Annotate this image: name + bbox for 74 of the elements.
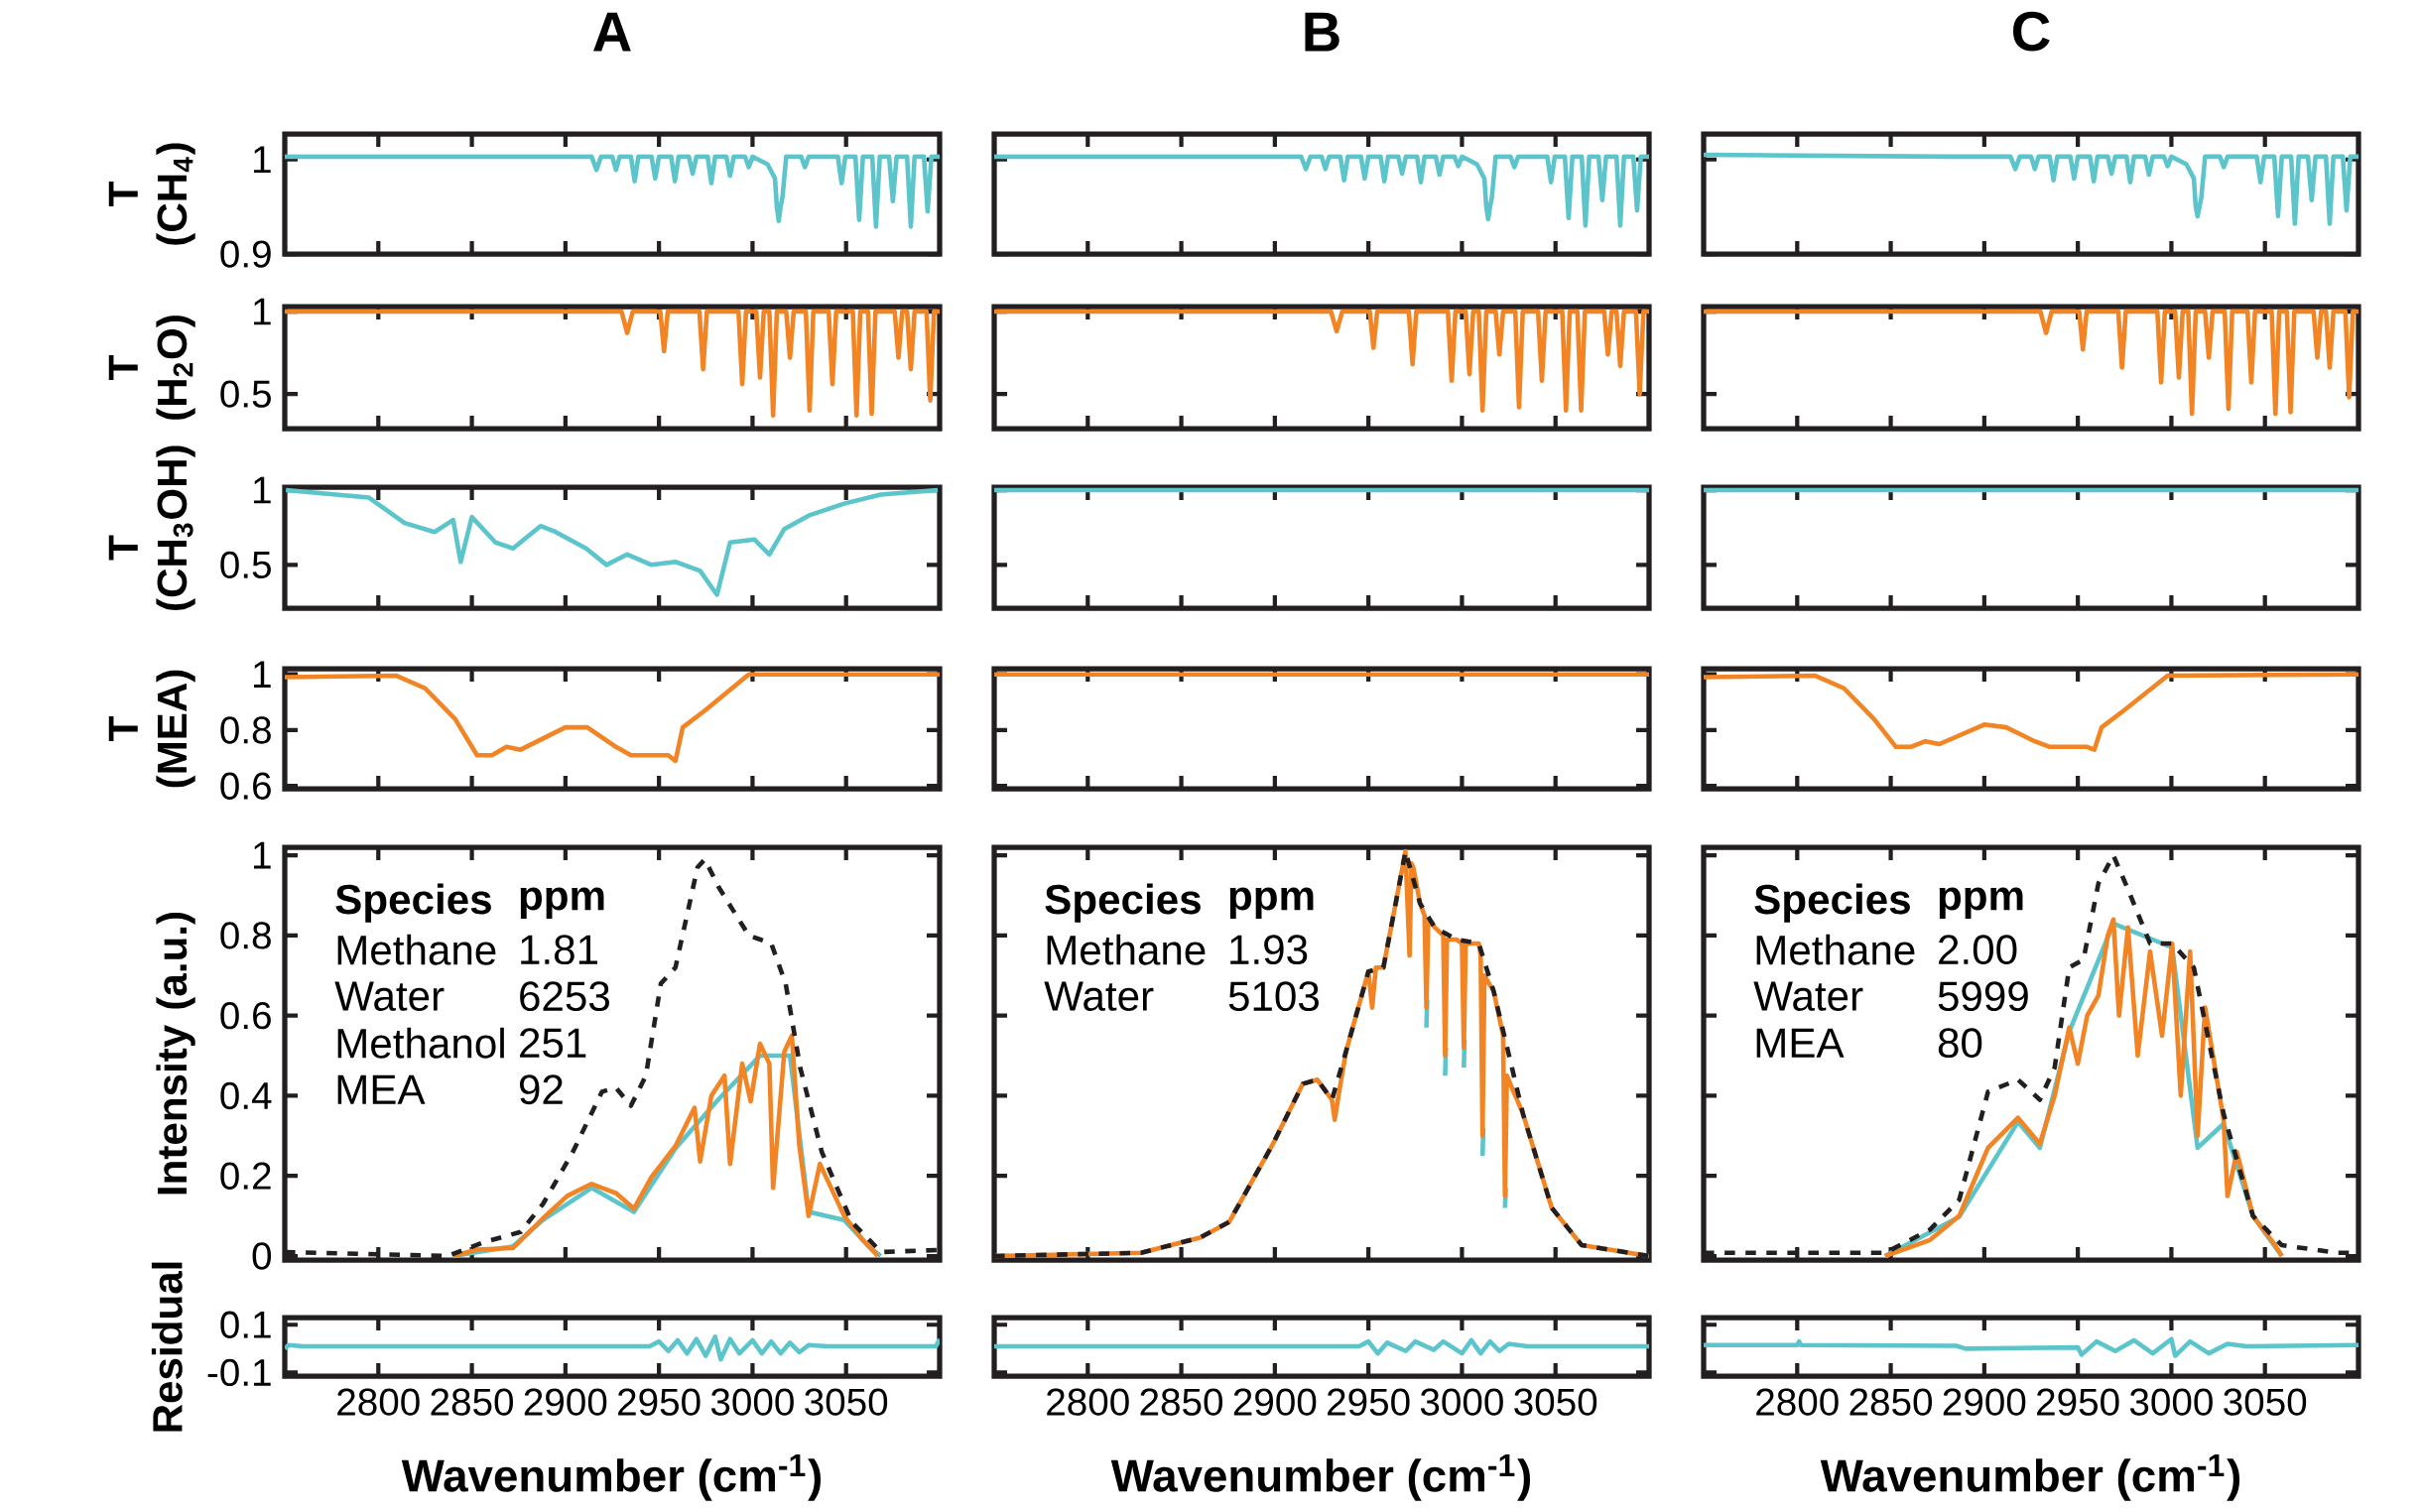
chart-title: A xyxy=(593,12,631,52)
annotation: Methane xyxy=(1756,934,1915,965)
annotation: MEA xyxy=(1756,1028,1845,1058)
x-axis-title: Wavenumber (cm$^{-1}$) xyxy=(1820,1453,2240,1501)
annotation: 5103 xyxy=(1228,981,1319,1011)
x-tick-label: 2900 xyxy=(524,1388,607,1416)
y-tick-label: -0.1 xyxy=(207,1358,271,1386)
y-axis-title: Intensity (a.u.) xyxy=(156,912,195,1195)
y-tick-label: 0.5 xyxy=(220,551,271,578)
line-series xyxy=(285,487,940,597)
y-tick-label: 0.2 xyxy=(220,1162,271,1190)
y-axis-title: T (H$_{2}$O) xyxy=(108,315,195,420)
annotation: Water xyxy=(1044,981,1154,1011)
x-tick-label: 2950 xyxy=(2037,1388,2119,1416)
annotation: Methane xyxy=(337,934,496,965)
y-tick-label: 0.6 xyxy=(220,1001,271,1030)
annotation: Methane xyxy=(1047,934,1206,965)
y-axis-title: T (CH$_{3}$OH) xyxy=(108,445,195,610)
line-series xyxy=(285,309,940,418)
annotation: ppm xyxy=(520,887,604,919)
annotation: 6253 xyxy=(520,981,609,1011)
annotation: 5999 xyxy=(1938,981,2028,1011)
y-axis-title: T (CH$_{4}$) xyxy=(108,143,195,245)
x-tick-label: 3000 xyxy=(710,1388,794,1416)
annotation: 80 xyxy=(1938,1028,1982,1058)
x-tick-label: 2850 xyxy=(431,1388,514,1416)
line-series xyxy=(285,672,940,763)
annotation: 92 xyxy=(519,1074,563,1104)
x-tick-label: 2850 xyxy=(1849,1388,1933,1416)
y-tick-label: 0.6 xyxy=(220,772,271,800)
annotation: 2.00 xyxy=(1939,935,2017,964)
annotation: MEA xyxy=(337,1074,426,1104)
annotation: Species xyxy=(1045,883,1201,923)
annotation: 1.93 xyxy=(1230,935,1308,964)
annotation: ppm xyxy=(1229,887,1314,919)
y-tick-label: 0.8 xyxy=(220,716,271,744)
x-tick-label: 2950 xyxy=(1328,1388,1410,1416)
annotation: Methanol xyxy=(337,1027,504,1059)
x-tick-label: 2900 xyxy=(1233,1388,1317,1416)
chart-title: C xyxy=(2013,11,2050,52)
x-tick-label: 3050 xyxy=(2224,1388,2307,1416)
x-tick-label: 3050 xyxy=(1514,1388,1597,1416)
y-tick-label: 0 xyxy=(252,1242,272,1270)
annotation: 1.81 xyxy=(521,935,598,964)
x-axis-title: Wavenumber (cm$^{-1}$) xyxy=(1110,1453,1531,1501)
y-tick-label: 0.9 xyxy=(220,240,271,268)
annotation: Water xyxy=(1753,981,1863,1011)
annotation: ppm xyxy=(1939,887,2023,919)
y-tick-label: 1 xyxy=(254,146,271,173)
annotation: Species xyxy=(1754,883,1910,923)
x-tick-label: 3000 xyxy=(2129,1388,2213,1416)
chart-title: B xyxy=(1305,12,1339,52)
x-axis-title: Wavenumber (cm$^{-1}$) xyxy=(401,1453,822,1501)
y-tick-label: 0.4 xyxy=(220,1081,272,1109)
y-tick-label: 0.8 xyxy=(220,922,271,949)
y-axis-title: Residual xyxy=(151,1262,183,1432)
y-tick-label: 1 xyxy=(254,841,271,869)
y-tick-label: 1 xyxy=(254,298,271,325)
annotation: 251 xyxy=(520,1028,586,1058)
annotation: Species xyxy=(335,883,491,923)
y-axis-title: T (MEA) xyxy=(108,670,195,788)
x-tick-label: 3050 xyxy=(805,1388,888,1416)
y-tick-label: 1 xyxy=(254,661,271,688)
x-tick-label: 3000 xyxy=(1420,1388,1503,1416)
x-tick-label: 2850 xyxy=(1140,1388,1223,1416)
x-tick-label: 2800 xyxy=(1047,1388,1129,1416)
x-tick-label: 2800 xyxy=(1756,1388,1839,1416)
x-tick-label: 2800 xyxy=(337,1388,420,1416)
x-tick-label: 2950 xyxy=(618,1388,701,1416)
x-tick-label: 2900 xyxy=(1943,1388,2026,1416)
y-tick-label: 0.5 xyxy=(220,380,271,408)
y-tick-label: 0.1 xyxy=(220,1311,271,1338)
y-tick-label: 1 xyxy=(254,476,271,504)
annotation: Water xyxy=(334,981,445,1011)
